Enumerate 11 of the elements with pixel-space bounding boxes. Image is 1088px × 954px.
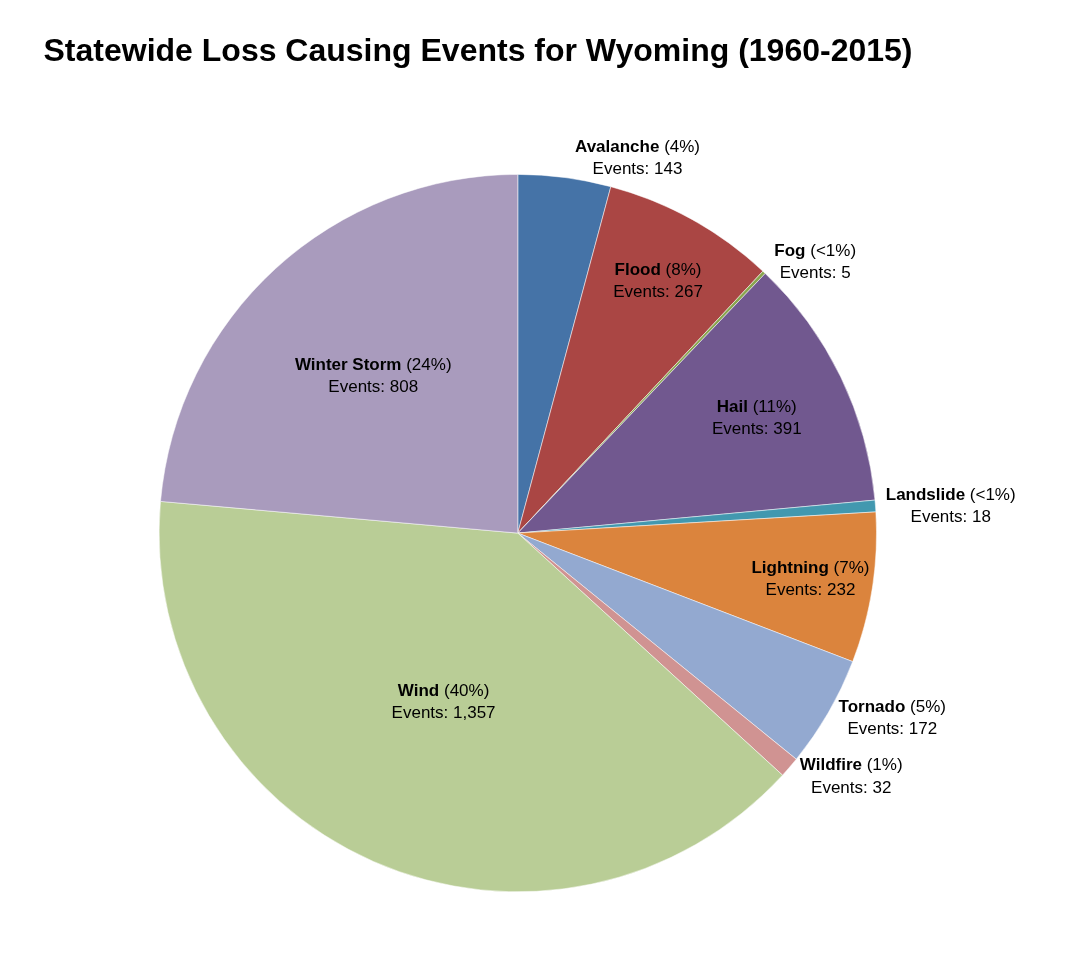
- slice-label: Wind: [397, 681, 440, 701]
- slice-label: Hail: [716, 396, 748, 416]
- slice-label: Tornado: [838, 697, 906, 717]
- slice-label: Lightning: [751, 557, 829, 577]
- slice-label: Avalanche: [574, 136, 660, 156]
- slice-label: Flood: [614, 260, 661, 280]
- chart-title: Statewide Loss Causing Events for Wyoming (1960-2015): [43, 31, 913, 68]
- slice-label: Landslide: [885, 485, 966, 505]
- slice-label: Wildfire: [799, 755, 862, 775]
- slice-label: Fog: [774, 240, 806, 260]
- slice-label: Winter Storm: [294, 354, 402, 374]
